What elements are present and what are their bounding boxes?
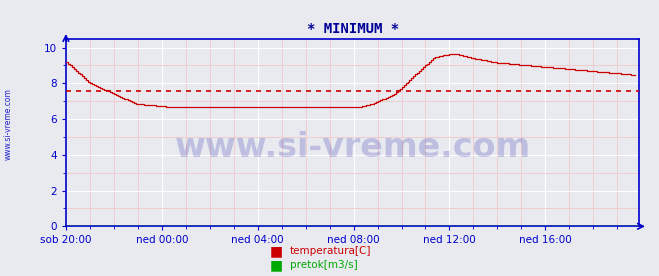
Text: www.si-vreme.com: www.si-vreme.com bbox=[175, 131, 530, 164]
Title: * MINIMUM *: * MINIMUM * bbox=[306, 22, 399, 36]
Text: temperatura[C]: temperatura[C] bbox=[290, 246, 372, 256]
Text: www.si-vreme.com: www.si-vreme.com bbox=[3, 88, 13, 160]
Text: ■: ■ bbox=[270, 258, 283, 272]
Text: ■: ■ bbox=[270, 244, 283, 258]
Text: pretok[m3/s]: pretok[m3/s] bbox=[290, 260, 358, 270]
